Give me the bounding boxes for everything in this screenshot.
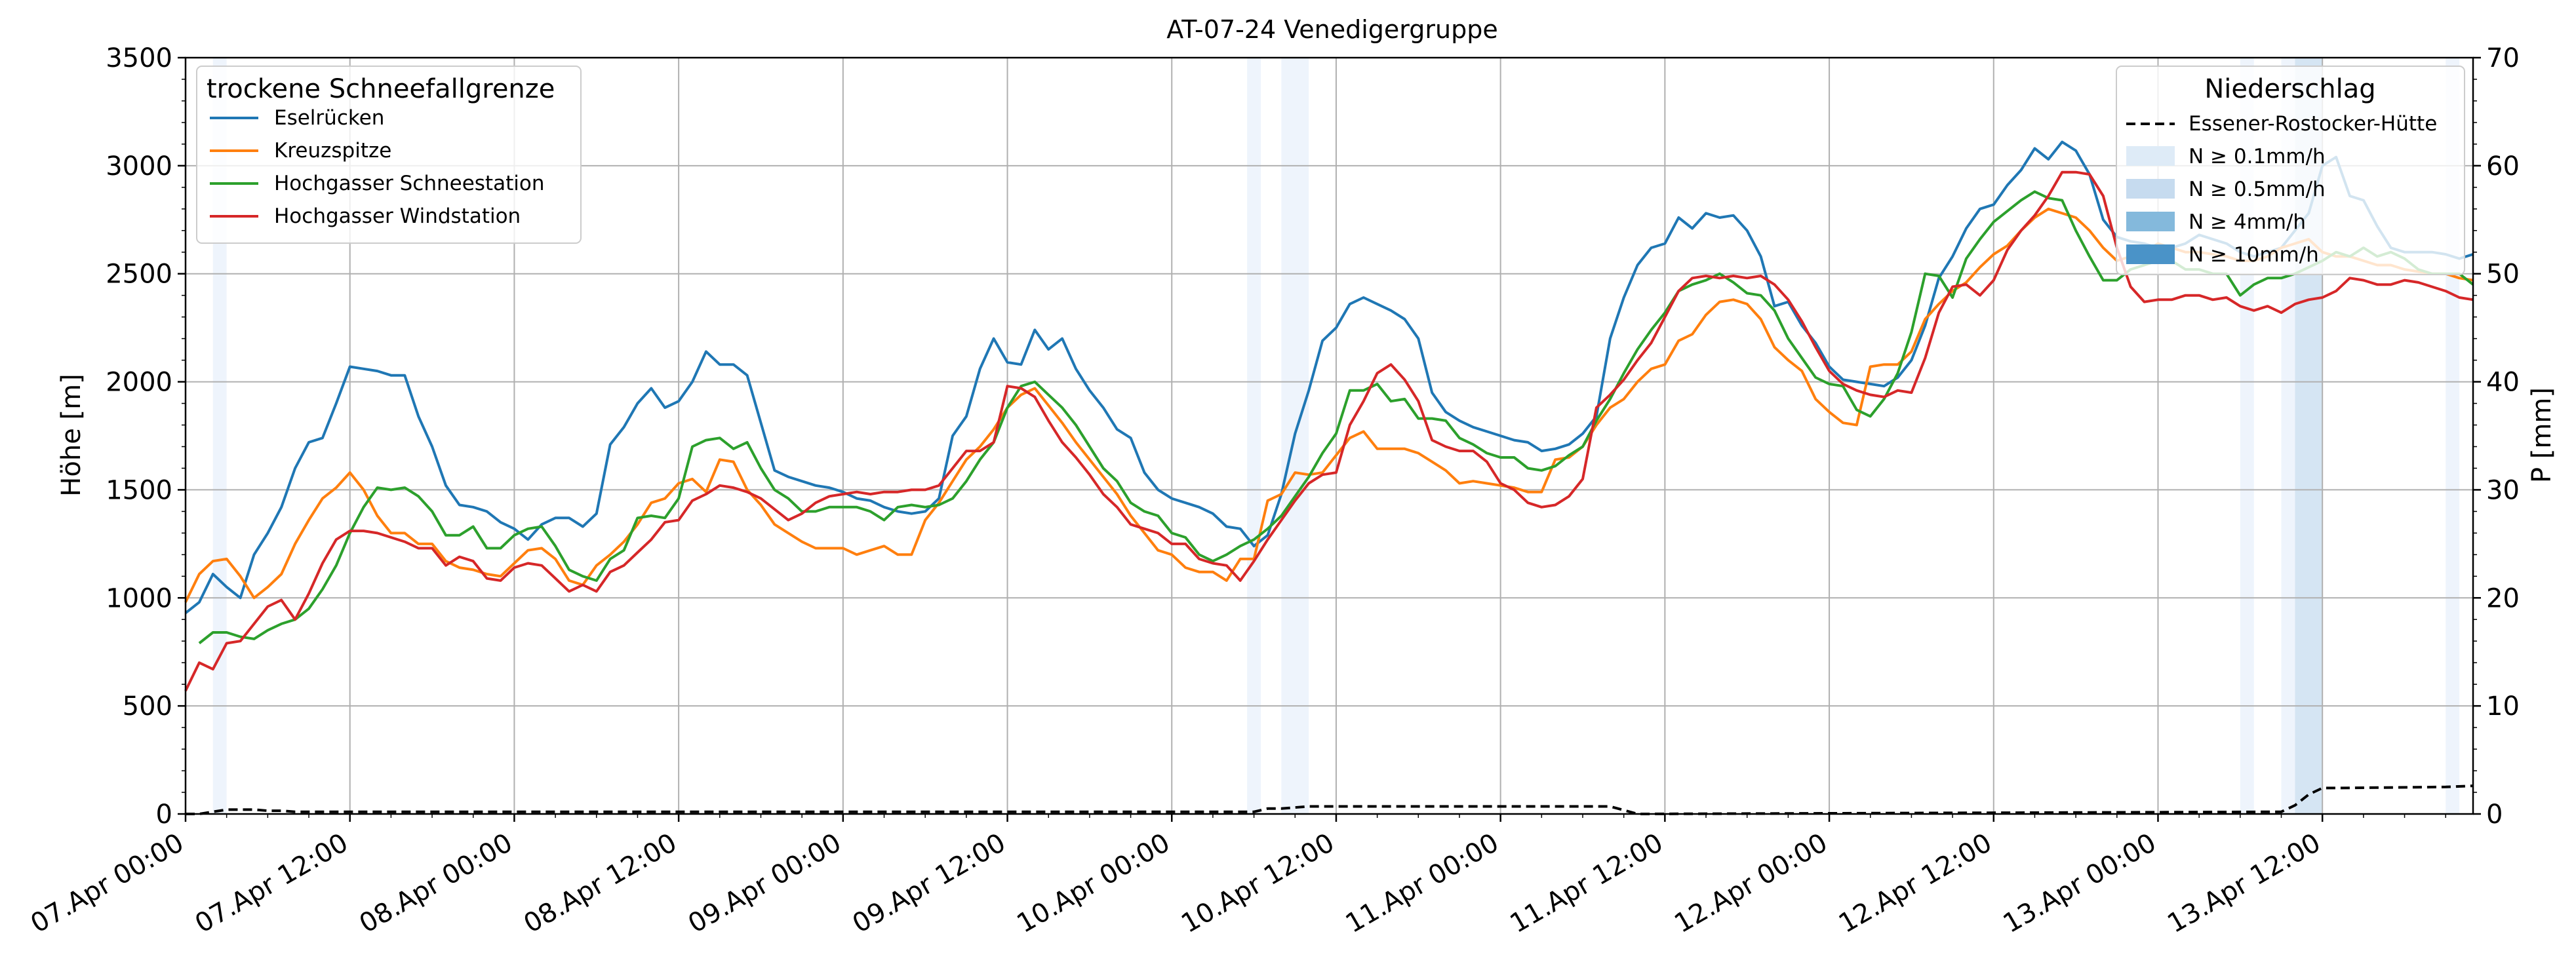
y-tick-label: 3000 [106, 151, 172, 182]
series-lines [184, 140, 2474, 816]
legend-left-title: trockene Schneefallgrenze [207, 74, 555, 104]
legend-right-swatch [2126, 244, 2175, 264]
legend-left-label: Kreuzspitze [274, 139, 391, 163]
y2-axis-label: P [mm] [2527, 387, 2557, 483]
y2-tick-label: 70 [2486, 43, 2520, 73]
legend-right-label: N ≥ 0.1mm/h [2189, 145, 2326, 168]
legend-left-label: Hochgasser Windstation [274, 204, 521, 228]
y-tick-label: 2000 [106, 368, 172, 398]
precipitation-line [186, 784, 2474, 816]
series-line-kreuzspitze [184, 207, 2474, 603]
legend-precipitation: Niederschlag Essener-Rostocker-Hütte N ≥ 0… [2116, 66, 2465, 275]
y-tick-label: 3500 [106, 43, 172, 73]
series-line-hochgasser-windstation [184, 170, 2474, 691]
y2-tick-label: 10 [2486, 691, 2520, 722]
y2-tick-label: 60 [2486, 151, 2520, 182]
precip-span [1247, 58, 1261, 814]
series-line-eselr-cken [184, 140, 2474, 614]
y2-tick-label: 0 [2486, 800, 2503, 830]
y-tick-label: 0 [156, 800, 172, 830]
y-axis-label: Höhe [m] [56, 374, 87, 496]
legend-right-label: Essener-Rostocker-Hütte [2189, 112, 2437, 136]
legend-right-label: N ≥ 4mm/h [2189, 210, 2306, 234]
legend-left-label: Hochgasser Schneestation [274, 172, 544, 195]
y-tick-label: 1500 [106, 475, 172, 505]
y2-tick-label: 40 [2486, 368, 2520, 398]
y-tick-label: 500 [123, 691, 172, 722]
y2-tick-label: 20 [2486, 583, 2520, 613]
legend-right-label: N ≥ 0.5mm/h [2189, 178, 2326, 201]
chart-title: AT-07-24 Venedigergruppe [1166, 15, 1497, 44]
legend-right-swatch [2126, 146, 2175, 166]
legend-right-title: Niederschlag [2204, 74, 2375, 104]
legend-right-box [2116, 66, 2465, 275]
y2-tick-label: 30 [2486, 475, 2520, 505]
legend-left-box [196, 66, 582, 244]
plot-frame [184, 56, 2474, 815]
series-line-hochgasser-schneestation [198, 190, 2474, 645]
legend-right-swatch [2126, 179, 2175, 199]
legend-right-label: N ≥ 10mm/h [2189, 243, 2319, 267]
y2-tick-label: 50 [2486, 260, 2520, 290]
precip-span [212, 58, 227, 814]
legend-right-swatch [2126, 212, 2175, 231]
legend-left-label: Eselrücken [274, 106, 384, 130]
y-tick-label: 1000 [106, 583, 172, 613]
y-tick-label: 2500 [106, 260, 172, 290]
